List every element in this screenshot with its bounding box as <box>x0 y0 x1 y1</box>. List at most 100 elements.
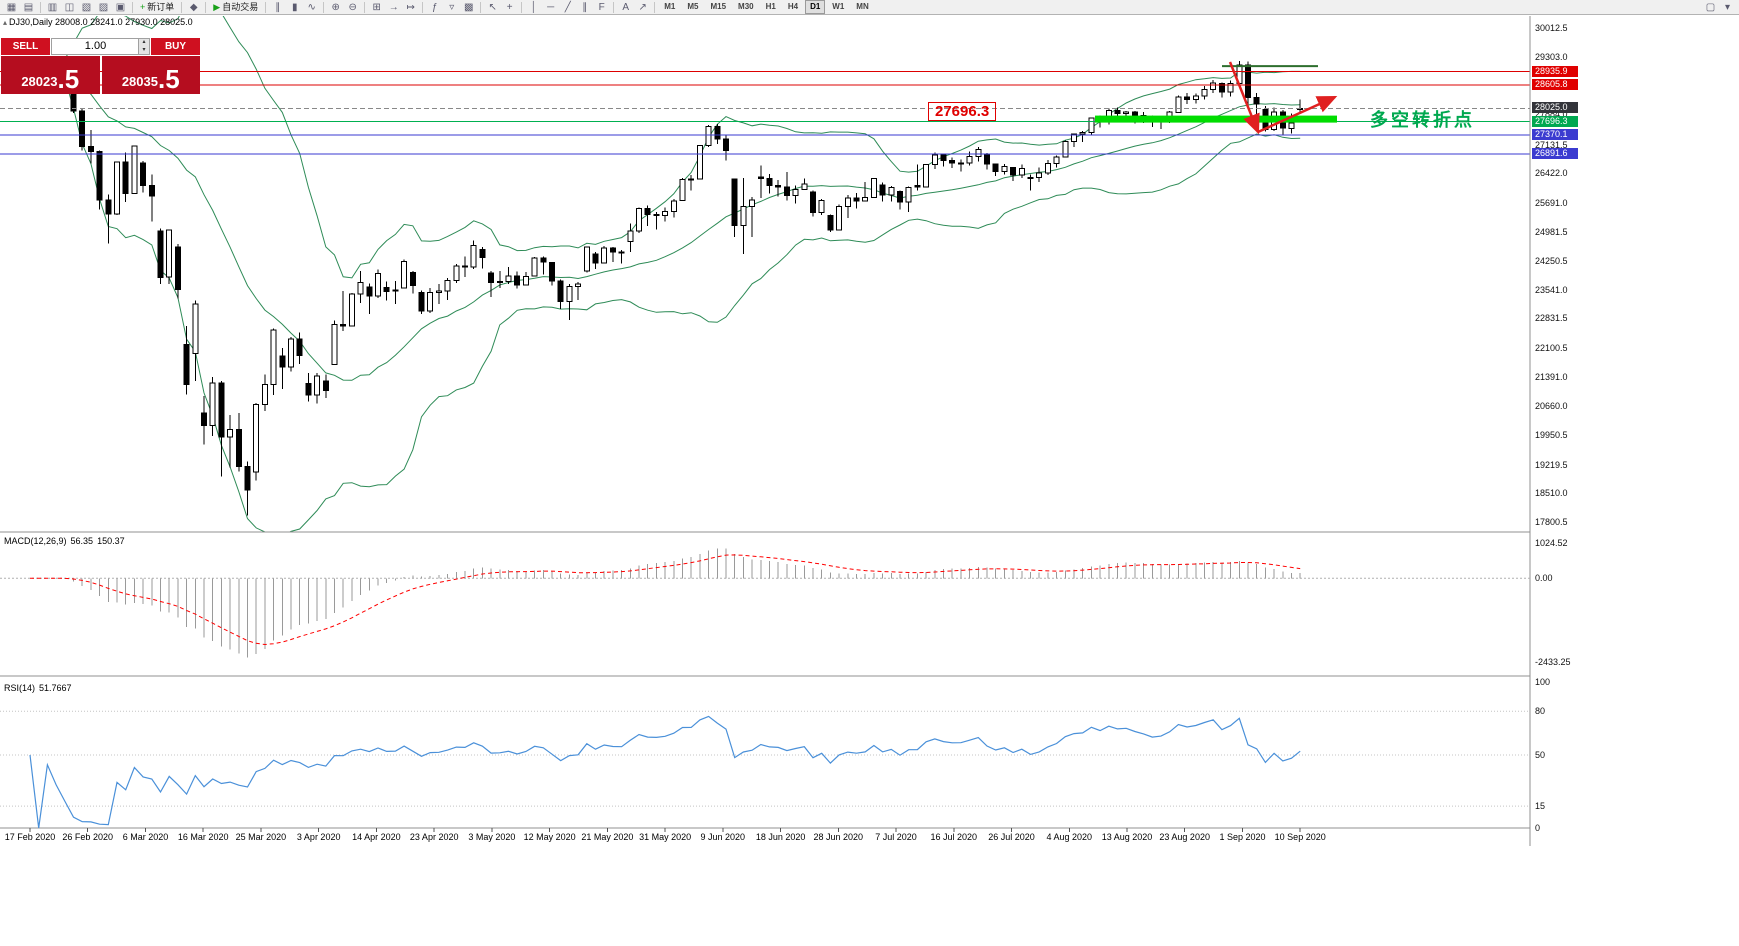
trade-controls-row: SELL 1.00 ▴ ▾ BUY <box>1 38 200 55</box>
collapse-icon[interactable]: ▴ <box>3 18 8 27</box>
cursor-icon[interactable]: ↖ <box>488 1 497 13</box>
vertical-line-icon[interactable]: │ <box>530 1 537 13</box>
macd-axis-label: -2433.25 <box>1535 657 1571 667</box>
timeframe-m15-button[interactable]: M15 <box>710 2 727 11</box>
data-window-icon[interactable]: ◫ <box>64 1 75 13</box>
price-axis-label: 29303.0 <box>1535 51 1568 62</box>
up-arrow[interactable] <box>1257 95 1338 134</box>
one-click-trading-panel: SELL 1.00 ▴ ▾ BUY 28023.5 28035.5 <box>1 38 200 94</box>
chart-canvas[interactable]: 17 Feb 2020 26 Feb 2020 6 Mar 2020 16 Mar 2… <box>0 16 1531 846</box>
buy-price-button[interactable]: 28035.5 <box>101 56 200 94</box>
crosshair-icon[interactable]: + <box>506 1 513 13</box>
rsi-axis-label: 0 <box>1535 823 1541 833</box>
tile-windows-icon[interactable]: ⊞ <box>372 1 381 13</box>
macd-signal-line <box>30 554 1301 646</box>
date-label: 10 Sep 2020 <box>1275 832 1326 842</box>
date-label: 18 Jun 2020 <box>756 832 806 842</box>
date-label: 6 Mar 2020 <box>123 832 169 842</box>
spinner-down-icon[interactable]: ▾ <box>138 46 149 54</box>
price-axis-label: 18510.0 <box>1535 488 1568 499</box>
price-level-badge: 26891.6 <box>1532 148 1578 160</box>
price-axis[interactable]: 30012.529303.028593.527884.027131.526422… <box>1531 16 1739 846</box>
timeframe-h4-button[interactable]: H4 <box>787 2 799 11</box>
rsi-axis-label: 15 <box>1535 801 1546 812</box>
zoom-out-icon[interactable]: ⊖ <box>348 1 357 13</box>
periods-icon[interactable]: ▿ <box>449 1 455 13</box>
support-zone-bar[interactable] <box>1095 115 1337 123</box>
indicators-icon[interactable]: ƒ <box>431 1 438 13</box>
rsi-axis-label: 100 <box>1535 677 1551 687</box>
price-level-badge: 28935.9 <box>1532 65 1578 77</box>
toolbar-separator <box>132 1 133 13</box>
sell-button[interactable]: SELL <box>1 38 50 55</box>
rsi-axis-label: 80 <box>1535 706 1546 717</box>
timeframe-m1-button[interactable]: M1 <box>664 2 676 11</box>
autotrading-button[interactable]: ▶ 自动交易 <box>210 1 261 14</box>
volume-value[interactable]: 1.00 <box>84 40 107 52</box>
buy-price-frac: .5 <box>157 64 180 94</box>
price-level-badge: 27696.3 <box>1532 115 1578 127</box>
bar-chart-icon[interactable]: ∥ <box>275 1 281 13</box>
timeframe-m5-button[interactable]: M5 <box>687 2 699 11</box>
price-level-badge: 28605.8 <box>1532 78 1578 90</box>
price-axis-label: 27884.0 <box>1535 109 1568 120</box>
templates-icon[interactable]: ▩ <box>463 1 474 13</box>
chart-window-icon[interactable]: ▢ <box>1705 1 1716 13</box>
spinner-up-icon[interactable]: ▴ <box>138 39 149 47</box>
toolbar-separator <box>364 1 366 13</box>
price-axis-label: 20660.0 <box>1535 401 1568 412</box>
autotrading-icon: ▶ <box>213 1 221 12</box>
zoom-in-icon[interactable]: ⊕ <box>331 1 340 13</box>
sell-price-button[interactable]: 28023.5 <box>1 56 100 94</box>
terminal-icon[interactable]: ▨ <box>98 1 109 13</box>
bollinger-lower <box>29 67 1301 532</box>
main-price-pane[interactable] <box>0 16 1530 536</box>
equidistant-channel-icon[interactable]: ∥ <box>582 1 588 13</box>
sell-price-frac: .5 <box>57 64 80 94</box>
macd-axis-label: 1024.52 <box>1535 538 1568 548</box>
date-label: 26 Jul 2020 <box>988 832 1035 842</box>
volume-input[interactable]: 1.00 ▴ ▾ <box>51 38 150 55</box>
profiles-icon[interactable]: ▤ <box>23 1 34 13</box>
timeframe-m30-button[interactable]: M30 <box>738 2 754 11</box>
buy-button[interactable]: BUY <box>151 38 200 55</box>
timeframe-mn-button[interactable]: MN <box>856 2 869 11</box>
date-label: 17 Feb 2020 <box>5 832 56 842</box>
macd-signal-value: 150.37 <box>97 536 125 546</box>
date-label: 25 Mar 2020 <box>236 832 287 842</box>
timeframe-d1-button[interactable]: D1 <box>805 0 826 14</box>
time-axis[interactable]: 17 Feb 2020 26 Feb 2020 6 Mar 2020 16 Mar 2… <box>5 828 1326 842</box>
text-label-icon[interactable]: A <box>622 1 630 13</box>
metaeditor-icon[interactable]: ◆ <box>189 1 198 13</box>
candlestick-chart-icon[interactable]: ▮ <box>291 1 298 13</box>
date-label: 16 Mar 2020 <box>178 832 229 842</box>
price-axis-label: 27131.5 <box>1535 139 1568 150</box>
rsi-pane[interactable] <box>0 710 1530 829</box>
timeframe-h1-button[interactable]: H1 <box>765 2 776 11</box>
buy-price-main: 28035 <box>121 74 158 89</box>
macd-pane[interactable] <box>0 548 1530 658</box>
line-chart-icon[interactable]: ∿ <box>307 1 316 13</box>
price-axis-label: 22100.5 <box>1535 343 1568 354</box>
volume-spinner[interactable]: ▴ ▾ <box>138 39 149 54</box>
new-order-button[interactable]: + 新订单 <box>137 1 177 14</box>
rsi-axis-label: 50 <box>1535 750 1546 760</box>
toolbar-separator <box>521 1 523 13</box>
trendline-icon[interactable]: ╱ <box>564 1 571 13</box>
macd-name: MACD(12,26,9) <box>4 536 67 546</box>
more-options-icon[interactable]: ▾ <box>1724 1 1731 13</box>
down-arrow[interactable] <box>1228 61 1260 135</box>
arrow-objects-icon[interactable]: ↗ <box>638 1 647 13</box>
chart-shift-icon[interactable]: ↦ <box>406 1 415 13</box>
timeframe-w1-button[interactable]: W1 <box>832 2 845 11</box>
market-watch-icon[interactable]: ▥ <box>47 1 58 13</box>
new-chart-icon[interactable]: ▦ <box>6 1 17 13</box>
auto-scroll-icon[interactable]: → <box>388 1 399 13</box>
navigator-icon[interactable]: ▧ <box>81 1 92 13</box>
horizontal-line-icon[interactable]: ─ <box>547 1 555 13</box>
strategy-tester-icon[interactable]: ▣ <box>115 1 126 13</box>
date-label: 3 Apr 2020 <box>297 832 341 842</box>
turning-point-annotation[interactable]: 多空转折点 <box>1370 110 1475 130</box>
fibonacci-icon[interactable]: F <box>598 1 605 13</box>
support-price-annotation[interactable]: 27696.3 <box>928 102 997 121</box>
